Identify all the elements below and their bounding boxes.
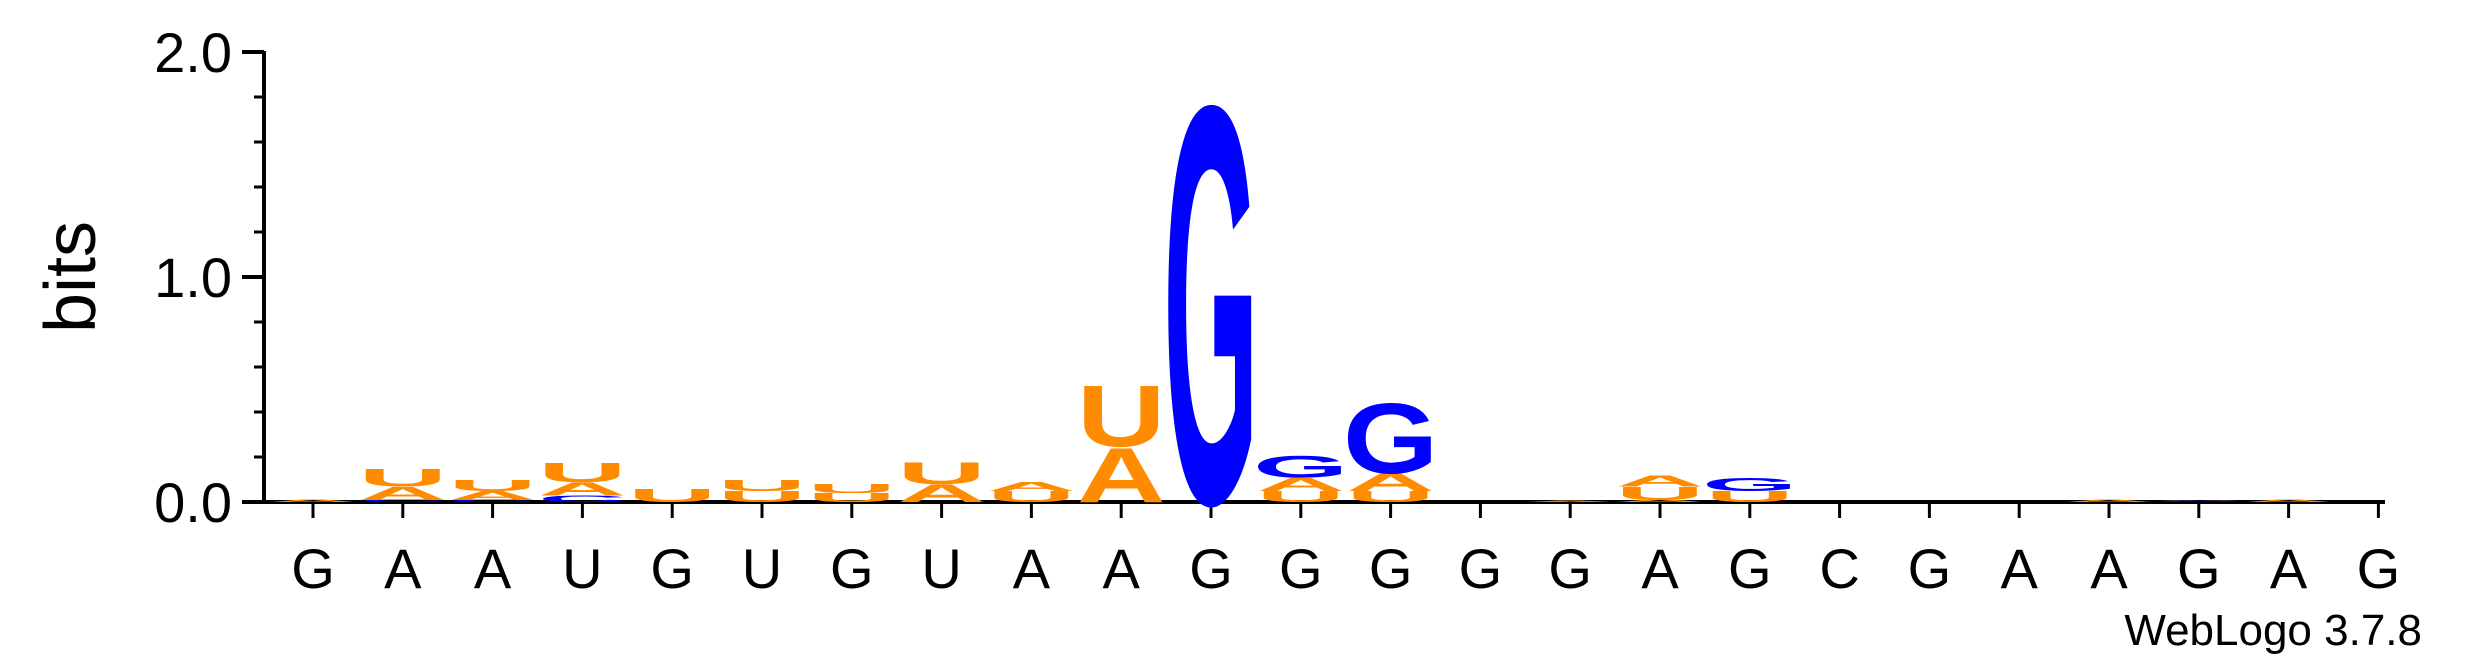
x-tick-label: U	[921, 537, 961, 600]
x-tick-label: G	[1279, 537, 1323, 600]
x-tick-label: G	[1728, 537, 1772, 600]
logo-letter-g: G	[1343, 383, 1439, 495]
logo-letter-u: U	[538, 456, 627, 488]
x-tick-label: C	[1819, 537, 1859, 600]
x-tick-label: A	[2090, 537, 2128, 600]
x-tick-label: U	[742, 537, 782, 600]
logo-letter-a: A	[1346, 468, 1435, 496]
x-tick-label: G	[1459, 537, 1503, 600]
logo-letter-u: U	[628, 485, 717, 506]
logo-letter-g: G	[1163, 0, 1259, 624]
logo-letter-u: U	[1705, 488, 1794, 505]
logo-letter-c: C	[538, 494, 627, 504]
logo-letter-c: C	[2154, 500, 2243, 502]
logo-letter-a: A	[358, 483, 447, 504]
logo-letter-a: A	[1256, 474, 1345, 495]
x-tick-label: A	[2270, 537, 2308, 600]
logo-letter-u: U	[897, 456, 986, 491]
logo-letter-u: U	[1256, 488, 1345, 505]
x-tick-label: G	[291, 537, 335, 600]
logo-letter-u: U	[807, 491, 896, 505]
logo-letter-u: U	[807, 482, 896, 496]
logo-letter-a: A	[2244, 499, 2333, 502]
logo-letter-u: U	[358, 464, 447, 492]
logo-letter-u: U	[1616, 483, 1705, 504]
logo-letter-a: A	[1616, 499, 1705, 502]
x-tick-label: G	[1369, 537, 1413, 600]
x-tick-label: A	[1641, 537, 1679, 600]
logo-letter-a: A	[1526, 501, 1615, 503]
x-tick-label: A	[1103, 537, 1141, 600]
y-axis: 0.0 1.0 2.0	[154, 21, 266, 534]
logo-letter-a: A	[897, 479, 986, 507]
logo-letter-u: U	[987, 488, 1076, 505]
logo-letter-u: U	[448, 477, 537, 494]
x-tick-label: G	[650, 537, 694, 600]
logo-letter-a: A	[1616, 472, 1705, 489]
logo-letter-c: C	[358, 499, 447, 502]
x-tick-label: G	[1189, 537, 1233, 600]
logo-letter-u: U	[1346, 488, 1435, 505]
x-tick-label: U	[562, 537, 602, 600]
y-tick-label: 2.0	[154, 21, 232, 84]
x-tick-label: G	[830, 537, 874, 600]
logo-letter-a: A	[269, 499, 358, 503]
x-tick-label: A	[474, 537, 512, 600]
logo-letter-u: U	[718, 488, 807, 505]
logo-letter-c: C	[448, 499, 537, 502]
x-tick-label: A	[384, 537, 422, 600]
logo-letter-g: G	[1702, 474, 1798, 495]
y-axis-label: bits	[31, 221, 111, 333]
x-tick-label: G	[2357, 537, 2401, 600]
logo-letter-a: A	[448, 488, 537, 502]
logo-letter-a: A	[987, 479, 1076, 493]
y-tick-label: 1.0	[154, 246, 232, 309]
x-tick-label: A	[2001, 537, 2039, 600]
logo-letter-a: A	[2154, 500, 2243, 501]
weblogo-credit: WebLogo 3.7.8	[2124, 606, 2422, 655]
logo-letter-u: U	[718, 477, 807, 494]
x-tick-label: G	[2177, 537, 2221, 600]
y-tick-label: 0.0	[154, 471, 232, 534]
x-tick-label: G	[1908, 537, 1952, 600]
x-tick-label: G	[1548, 537, 1592, 600]
logo-letter-u: U	[1077, 366, 1166, 464]
logo-letter-a: A	[1077, 431, 1166, 518]
logo-letter-a: A	[2065, 499, 2154, 502]
logo-letter-g: G	[1253, 449, 1349, 484]
x-tick-label: A	[1013, 537, 1051, 600]
logo-letter-a: A	[538, 478, 627, 499]
